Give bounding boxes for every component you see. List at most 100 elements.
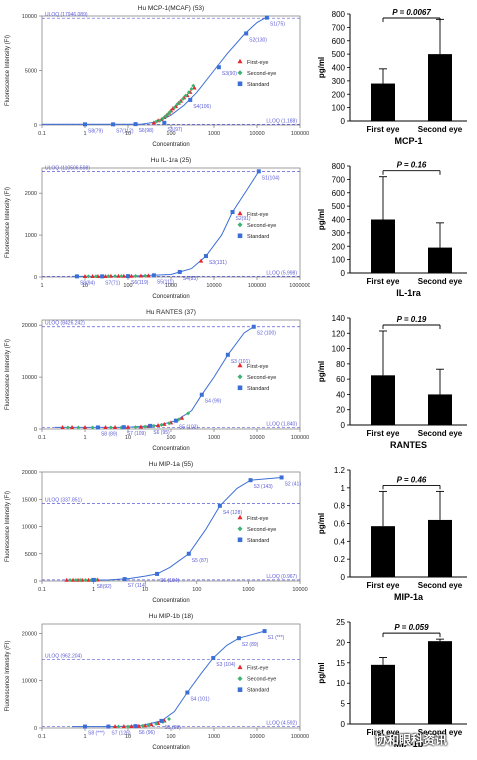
bar1-ytick-label: 100	[332, 104, 346, 113]
bar4-ytick-label: 0.2	[334, 555, 346, 564]
bar5-category-label: Second eye	[418, 728, 463, 737]
bar4-ytick-label: 0	[341, 573, 346, 582]
std3-second-eye-point	[108, 425, 113, 430]
std1-title: Hu MCP-1(MCAF) (53)	[138, 5, 204, 12]
bar2-ytick-label: 0	[341, 269, 346, 278]
std3-standard-point	[251, 324, 256, 329]
std2-legend-standard-label: Standard	[247, 234, 269, 240]
std2-second-eye-point	[93, 274, 98, 279]
std1-second-eye-point	[175, 102, 180, 107]
bar4-category-label: First eye	[367, 581, 400, 590]
std3-second-eye-point	[143, 424, 148, 429]
std1-ytick-label: 0	[34, 123, 37, 129]
std5-standard-point	[106, 724, 111, 729]
std4-standard-label: S4 (128)	[223, 510, 243, 516]
std1-standard-label: S5(97)	[167, 127, 182, 133]
std5-lloq-label: LLOQ (4.592)	[266, 721, 297, 727]
std2-xtick-label: 10000	[206, 283, 221, 289]
std2-uloq-label: ULOQ (110506.598)	[45, 165, 90, 171]
std2-ytick-label: 1000	[25, 233, 37, 239]
std2-title: Hu IL-1ra (25)	[151, 157, 191, 164]
std2-xtick-label: 100000	[248, 283, 266, 289]
std1-second-eye-point	[165, 112, 170, 117]
std1-legend-second-label: Second-eye	[247, 71, 276, 77]
std5-second-eye-point	[116, 724, 121, 729]
bar3-category-label: Second eye	[418, 429, 463, 438]
std4-lloq-label: LLOQ (0.967)	[266, 574, 297, 580]
std2-ytick-label: 2000	[25, 191, 37, 197]
std5-standard-label: S5 (99)	[164, 725, 181, 731]
std1-ytick-label: 10000	[22, 14, 37, 20]
std5-standard-point	[236, 636, 241, 641]
std1-xtick-label: 1000	[208, 131, 220, 137]
bar1-bar-first-eye	[371, 83, 395, 121]
std5-first-eye-point	[112, 724, 118, 729]
bar4-ytick-label: 0.8	[334, 502, 346, 511]
bar2-bar-first-eye	[371, 219, 395, 273]
bar5-ytick-label: 20	[336, 638, 345, 647]
std4-legend-first-marker	[237, 514, 243, 520]
std3-xlabel: Concentration	[152, 446, 189, 452]
std3-standard-label: S6 (95)	[153, 430, 170, 436]
std1-lloq-label: LLOQ (1.188)	[266, 118, 297, 124]
bar1-category-label: First eye	[367, 125, 400, 134]
std3-standard-point	[199, 392, 204, 397]
std3-standard-label: S2 (100)	[257, 331, 277, 337]
std4-standard-point	[279, 475, 284, 480]
std5-title: Hu MIP-1b (18)	[149, 613, 193, 620]
std2-second-eye-point	[113, 274, 118, 279]
bar-chart-1-svg: 0 100 200 300 400 500 600 700 800 pg/ml First eye S…	[317, 8, 467, 146]
std2-standard-label: S3(131)	[209, 260, 227, 266]
std5-first-eye-point	[121, 724, 127, 729]
std4-ytick-label: 5000	[25, 552, 37, 558]
std-panel-4: Hu MIP-1a (55) 0.1 1 10 100 1000 10000 0 5000 100…	[0, 456, 310, 608]
bar2-ytick-label: 200	[332, 242, 346, 251]
bar2-ytick-label: 400	[332, 216, 346, 225]
bar3-title: RANTES	[390, 440, 427, 450]
bar-panel-5: 0 5 10 15 20 25 pg/ml First eye Second eye P = 0.…	[310, 608, 477, 755]
std1-xtick-label: 10000	[249, 131, 264, 137]
std5-standard-point	[262, 629, 267, 634]
std2-standard-label: S2(91)	[236, 216, 251, 222]
std4-xtick-label: 10000	[292, 587, 307, 593]
std3-second-eye-point	[186, 411, 191, 416]
std4-title: Hu MIP-1a (55)	[149, 461, 193, 468]
std3-second-eye-point	[159, 422, 164, 427]
std-panel-3: Hu RANTES (37) 0.1 1 10 100 1000 10000 100000 0 1…	[0, 304, 310, 456]
std-panel-2: Hu IL-1ra (25) 1 10 100 1000 10000 100000 10000…	[0, 152, 311, 304]
std2-standard-label: S5(111)	[157, 279, 174, 285]
bar3-ylabel: pg/ml	[317, 361, 326, 382]
std1-second-eye-point	[172, 105, 177, 110]
std3-xtick-label: 1	[83, 435, 86, 441]
std1-standard-label: S2(130)	[249, 37, 267, 43]
std1-first-eye-point	[170, 106, 175, 111]
std2-first-eye-point	[138, 273, 144, 278]
std4-standard-label: S8(92)	[97, 584, 112, 590]
std4-uloq-label: ULOQ (337.851)	[45, 498, 82, 504]
std5-legend-standard-label: Standard	[247, 688, 269, 694]
std3-standard-point	[121, 425, 126, 430]
std4-ytick-label: 20000	[22, 470, 37, 476]
std2-xtick-label: 1000	[165, 283, 177, 289]
bar5-ylabel: pg/ml	[317, 662, 326, 683]
bar1-title: MCP-1	[394, 136, 422, 146]
std2-legend-second-label: Second-eye	[247, 223, 276, 229]
std4-second-eye-point	[68, 578, 73, 583]
bar5-p-value: P = 0.059	[394, 623, 429, 632]
std1-legend-second-marker	[237, 70, 243, 76]
std4-xtick-label: 1	[92, 587, 95, 593]
std5-standard-label: S6 (96)	[139, 730, 156, 736]
bar2-p-value: P = 0.16	[397, 161, 427, 170]
bar5-title: MIP-1b	[394, 739, 424, 749]
std2-first-eye-point	[116, 273, 121, 278]
std5-second-eye-point	[146, 723, 151, 728]
std1-second-eye-point	[186, 90, 191, 95]
std3-legend-standard-marker	[237, 385, 243, 391]
bar3-p-value: P = 0.19	[397, 315, 427, 324]
std3-legend-first-marker	[237, 362, 243, 368]
bar1-ytick-label: 0	[341, 117, 346, 126]
std2-standard-point	[230, 210, 235, 215]
std3-fit-curve	[54, 326, 254, 428]
std2-standard-label: S4(83)	[183, 276, 198, 282]
std3-xtick-label: 0.1	[38, 435, 46, 441]
